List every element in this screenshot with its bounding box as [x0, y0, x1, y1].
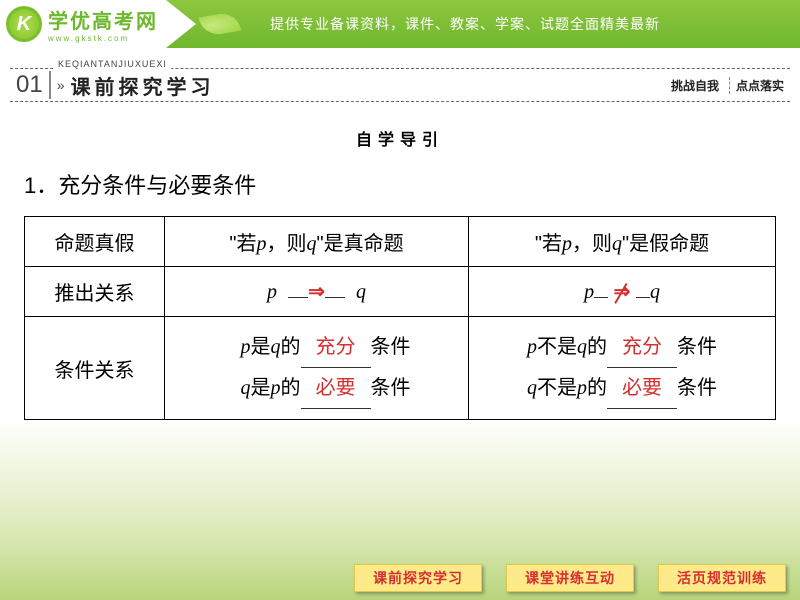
tag-challenge: 挑战自我	[665, 77, 725, 94]
cell-implies: p ⇒ q	[165, 267, 469, 317]
logo-url: www.gkstk.com	[48, 34, 158, 43]
section-pinyin: KEQIANTANJIUXUEXI	[54, 59, 171, 69]
blank-not-sufficient: 充分	[607, 327, 677, 368]
section-number: 01	[10, 71, 51, 99]
condition-table: 命题真假 "若p，则q"是真命题 "若p，则q"是假命题 推出关系 p ⇒ q …	[24, 216, 776, 420]
table-row: 条件关系 p是q的充分条件 q是p的必要条件 p不是q的充分条件 q不是p的必要…	[25, 317, 776, 420]
implies-icon: ⇒	[308, 281, 325, 303]
tag-practice: 点点落实	[729, 77, 790, 94]
logo-badge-icon: K	[6, 6, 42, 42]
cell-false-prop: "若p，则q"是假命题	[469, 217, 776, 267]
header-slogan: 提供专业备课资料，课件、教案、学案、试题全面精美最新	[270, 14, 660, 34]
logo-text: 学优高考网 www.gkstk.com	[48, 5, 158, 43]
subtitle: 自学导引	[0, 126, 800, 150]
cell-sufficient-necessary: p是q的充分条件 q是p的必要条件	[165, 317, 469, 420]
footer-nav: 课前探究学习 课堂讲练互动 活页规范训练	[354, 564, 786, 592]
section-bar: KEQIANTANJIUXUEXI 01 » 课前探究学习 挑战自我 点点落实	[10, 68, 790, 102]
section-right-tags: 挑战自我 点点落实	[665, 77, 790, 94]
table-row: 命题真假 "若p，则q"是真命题 "若p，则q"是假命题	[25, 217, 776, 267]
cell-not-implies: p ⇒ q	[469, 267, 776, 317]
topic-heading: 1．充分条件与必要条件	[24, 168, 800, 200]
blank-not-necessary: 必要	[607, 368, 677, 409]
logo-edge-shape	[166, 0, 196, 48]
cell-true-prop: "若p，则q"是真命题	[165, 217, 469, 267]
cell-relation-label: 推出关系	[25, 267, 165, 317]
nav-class-practice-button[interactable]: 课堂讲练互动	[506, 564, 634, 592]
header-bar: K 学优高考网 www.gkstk.com 提供专业备课资料，课件、教案、学案、…	[0, 0, 800, 48]
cell-not-sufficient-necessary: p不是q的充分条件 q不是p的必要条件	[469, 317, 776, 420]
blank-sufficient: 充分	[301, 327, 371, 368]
cell-condition-label: 条件关系	[25, 317, 165, 420]
logo-block: K 学优高考网 www.gkstk.com	[0, 0, 166, 48]
table-row: 推出关系 p ⇒ q p ⇒ q	[25, 267, 776, 317]
blank-necessary: 必要	[301, 368, 371, 409]
logo-main-text: 学优高考网	[48, 5, 158, 34]
nav-pre-study-button[interactable]: 课前探究学习	[354, 564, 482, 592]
section-title: 课前探究学习	[71, 71, 215, 100]
section-arrow-icon: »	[51, 77, 71, 93]
nav-exercise-button[interactable]: 活页规范训练	[658, 564, 786, 592]
cell-proposition-label: 命题真假	[25, 217, 165, 267]
not-implies-icon: ⇒	[614, 279, 631, 304]
leaf-icon	[199, 11, 242, 38]
